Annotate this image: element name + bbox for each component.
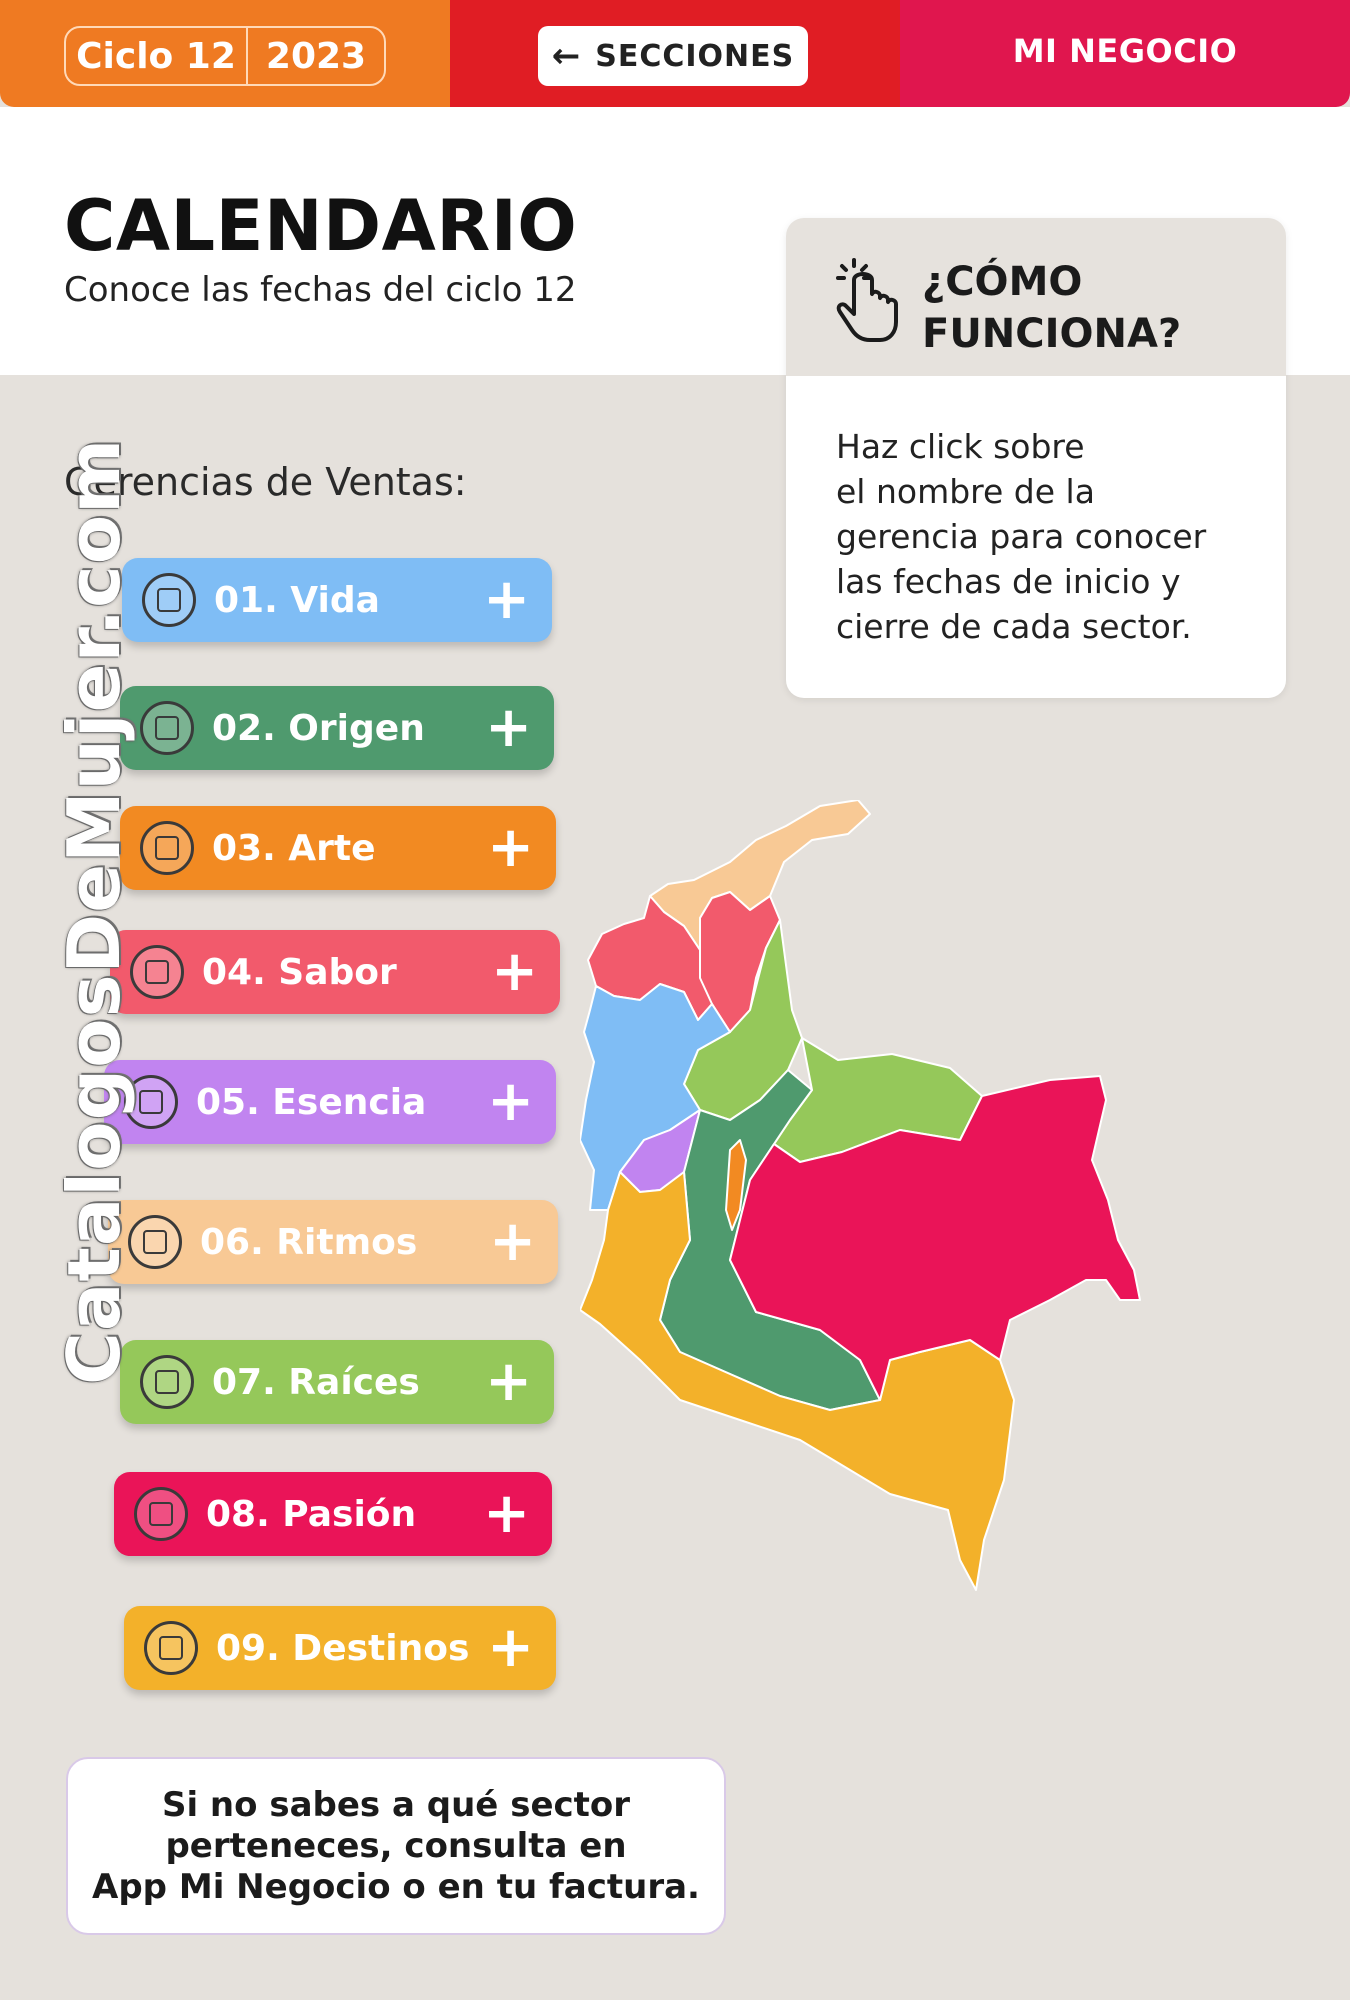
gerencia-label: 09. Destinos	[216, 1627, 470, 1669]
pasion-icon	[134, 1487, 188, 1541]
cycle-section: Ciclo 12 2023	[0, 0, 450, 107]
how-title-line2: FUNCIONA?	[922, 311, 1182, 357]
page-subtitle: Conoce las fechas del ciclo 12	[64, 270, 577, 310]
plus-icon: +	[485, 695, 532, 760]
destinos-icon	[144, 1621, 198, 1675]
how-it-works-header: ¿CÓMO FUNCIONA?	[786, 218, 1286, 376]
how-text-line: Haz click sobre	[836, 427, 1085, 466]
gerencia-label: 01. Vida	[214, 579, 380, 621]
how-it-works-card: ¿CÓMO FUNCIONA? Haz click sobre el nombr…	[786, 218, 1286, 698]
how-it-works-text: Haz click sobre el nombre de la gerencia…	[836, 424, 1256, 649]
gerencia-label: 07. Raíces	[212, 1361, 420, 1403]
mi-negocio-link[interactable]: MI NEGOCIO	[1012, 32, 1238, 70]
colombia-sectors-map	[580, 800, 1141, 1591]
gerencia-button-arte[interactable]: 03. Arte +	[120, 806, 556, 890]
ritmos-icon	[128, 1215, 182, 1269]
gerencia-button-ritmos[interactable]: 06. Ritmos +	[108, 1200, 558, 1284]
note-line: perteneces, consulta en	[165, 1825, 627, 1866]
gerencia-label: 05. Esencia	[196, 1081, 427, 1123]
plus-icon: +	[487, 1615, 534, 1680]
note-line: App Mi Negocio o en tu factura.	[92, 1866, 700, 1907]
how-text-line: las fechas de inicio y	[836, 562, 1181, 601]
cycle-divider	[246, 26, 248, 86]
plus-icon: +	[487, 815, 534, 880]
map-region-arte[interactable]	[725, 1139, 747, 1231]
how-title-line1: ¿CÓMO	[922, 259, 1083, 305]
gerencia-button-vida[interactable]: 01. Vida +	[122, 558, 552, 642]
plus-icon: +	[483, 567, 530, 632]
sections-label: SECCIONES	[595, 38, 795, 74]
esencia-icon	[124, 1075, 178, 1129]
plus-icon: +	[489, 1209, 536, 1274]
raices-icon	[140, 1355, 194, 1409]
top-bar: Ciclo 12 2023 ← SECCIONES MI NEGOCIO	[0, 0, 1350, 107]
vida-icon	[142, 573, 196, 627]
gerencia-button-origen[interactable]: 02. Origen +	[120, 686, 554, 770]
gerencia-button-sabor[interactable]: 04. Sabor +	[110, 930, 560, 1014]
business-section[interactable]: MI NEGOCIO	[900, 0, 1350, 107]
map-region-destinos[interactable]	[580, 1171, 1015, 1591]
cycle-label: Ciclo 12	[76, 35, 236, 77]
plus-icon: +	[491, 939, 538, 1004]
sections-button[interactable]: ← SECCIONES	[538, 26, 808, 86]
back-arrow-icon: ←	[551, 36, 582, 76]
cycle-badge: Ciclo 12 2023	[64, 26, 386, 86]
gerencia-label: 02. Origen	[212, 707, 425, 749]
note-line: Si no sabes a qué sector	[161, 1784, 631, 1825]
plus-icon: +	[483, 1481, 530, 1546]
pointing-hand-icon	[836, 258, 898, 342]
gerencia-button-esencia[interactable]: 05. Esencia +	[104, 1060, 556, 1144]
gerencia-button-raices[interactable]: 07. Raíces +	[120, 1340, 554, 1424]
plus-icon: +	[487, 1069, 534, 1134]
how-it-works-title: ¿CÓMO FUNCIONA?	[922, 256, 1181, 360]
map-region-pasion[interactable]	[729, 1075, 1141, 1401]
sections-section: ← SECCIONES	[450, 0, 900, 107]
gerencia-button-pasion[interactable]: 08. Pasión +	[114, 1472, 552, 1556]
gerencia-label: 08. Pasión	[206, 1493, 417, 1535]
page-title: CALENDARIO	[64, 185, 578, 267]
arte-icon	[140, 821, 194, 875]
gerencia-label: 04. Sabor	[202, 951, 397, 993]
sabor-icon	[130, 945, 184, 999]
gerencia-button-destinos[interactable]: 09. Destinos +	[124, 1606, 556, 1690]
watermark: CatalogosDeMujer.com	[52, 437, 136, 1385]
sector-help-note: Si no sabes a qué sector perteneces, con…	[66, 1757, 726, 1935]
origen-icon	[140, 701, 194, 755]
gerencia-label: 06. Ritmos	[200, 1221, 418, 1263]
year-label: 2023	[265, 35, 367, 77]
how-text-line: cierre de cada sector.	[836, 607, 1192, 646]
how-text-line: el nombre de la	[836, 472, 1095, 511]
gerencia-label: 03. Arte	[212, 827, 376, 869]
how-text-line: gerencia para conocer	[836, 517, 1207, 556]
gerencias-label: Gerencias de Ventas:	[64, 460, 467, 504]
plus-icon: +	[485, 1349, 532, 1414]
